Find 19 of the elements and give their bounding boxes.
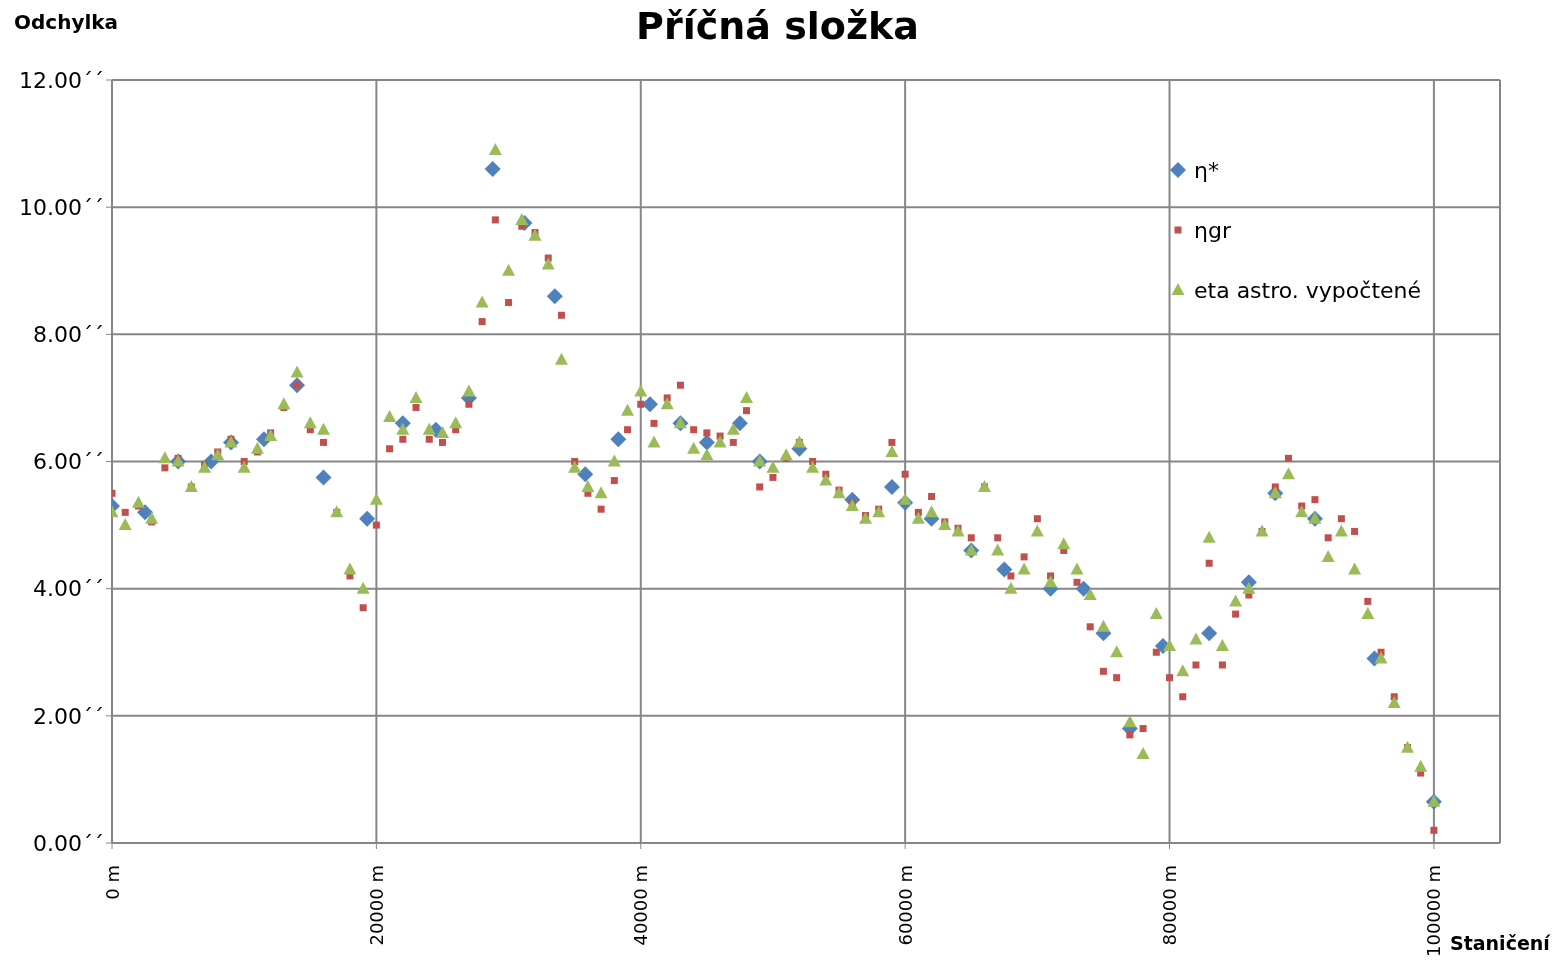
y-tick-label: 12.00´´ xyxy=(19,67,104,93)
x-tick-label: 40000 m xyxy=(630,865,652,946)
y-tick-label: 0.00´´ xyxy=(33,830,104,856)
y-tick-label: 10.00´´ xyxy=(19,194,104,220)
legend-label: ηgr xyxy=(1194,217,1231,243)
x-tick-label: 80000 m xyxy=(1159,865,1181,946)
x-tick-label: 20000 m xyxy=(365,865,387,946)
x-tick-label: 60000 m xyxy=(894,865,916,946)
y-tick-label: 2.00´´ xyxy=(33,703,104,729)
x-tick-label: 100000 m xyxy=(1423,865,1445,957)
y-axis-title: Odchylka xyxy=(14,10,119,34)
y-tick-label: 4.00´´ xyxy=(33,576,104,602)
legend-label: eta astro. vypočtené xyxy=(1194,277,1422,303)
legend-label: η* xyxy=(1194,157,1219,183)
chart-title: Příčná složka xyxy=(636,4,919,48)
y-tick-label: 6.00´´ xyxy=(33,449,104,475)
x-axis-title: Staničení xyxy=(1450,932,1550,954)
x-tick-label: 0 m xyxy=(101,865,123,900)
y-tick-label: 8.00´´ xyxy=(33,322,104,348)
